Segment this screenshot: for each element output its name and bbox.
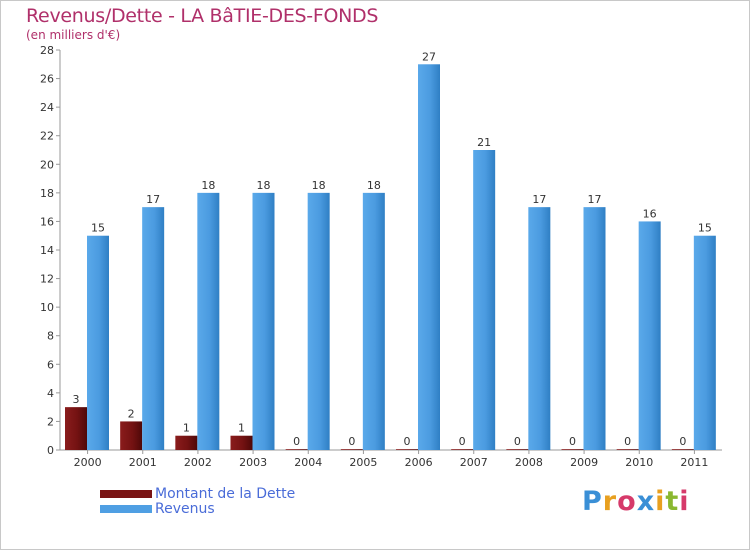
chart-subtitle: (en milliers d'€): [26, 28, 121, 42]
data-label-debt: 0: [679, 435, 686, 448]
logo-letter: r: [602, 486, 618, 517]
y-tick-label: 26: [40, 73, 54, 86]
data-label-debt: 0: [514, 435, 521, 448]
data-label-debt: 0: [404, 435, 411, 448]
x-tick-label: 2008: [515, 456, 543, 469]
data-label-revenue: 18: [312, 179, 326, 192]
x-tick-label: 2004: [294, 456, 322, 469]
bar-revenue: [307, 192, 330, 450]
bar-debt: [671, 449, 694, 450]
data-label-revenue: 18: [367, 179, 381, 192]
x-tick-label: 2009: [570, 456, 598, 469]
y-tick-label: 12: [40, 273, 54, 286]
x-tick-label: 2003: [239, 456, 267, 469]
data-label-debt: 3: [73, 393, 80, 406]
data-label-debt: 0: [569, 435, 576, 448]
y-tick-label: 18: [40, 187, 54, 200]
legend-label-debt: Montant de la Dette: [155, 486, 296, 502]
legend-label-revenue: Revenus: [155, 501, 215, 517]
bar-revenue: [473, 150, 496, 450]
bar-debt: [616, 449, 639, 450]
legend-swatch-revenue: [100, 505, 152, 513]
bar-debt: [396, 449, 418, 450]
bar-revenue: [638, 221, 661, 450]
bar-debt: [340, 449, 363, 450]
data-label-revenue: 17: [146, 193, 160, 206]
data-label-revenue: 15: [91, 222, 105, 235]
y-tick-label: 22: [40, 130, 54, 143]
value-labels: 3 15 2 17 1 18 1 18 0 18 0 18 0 27 0 21 0 17 0 17 0 16 0 15: [73, 50, 712, 448]
y-tick-label: 24: [40, 101, 54, 114]
logo-letter: o: [617, 486, 637, 517]
data-label-revenue: 27: [422, 50, 436, 63]
proxiti-logo: Proxiti: [582, 486, 690, 517]
data-label-revenue: 18: [257, 179, 271, 192]
data-label-debt: 0: [293, 435, 300, 448]
bar-revenue: [362, 192, 385, 450]
bar-revenue: [197, 192, 220, 450]
x-tick-label: 2007: [460, 456, 488, 469]
data-label-debt: 1: [183, 422, 190, 435]
legend-swatch-debt: [100, 490, 152, 498]
data-label-debt: 0: [348, 435, 355, 448]
bar-revenue: [142, 207, 165, 450]
logo-letter: i: [679, 486, 690, 517]
bar-revenue: [252, 192, 275, 450]
bar-revenue: [528, 207, 551, 450]
data-label-debt: 2: [128, 407, 135, 420]
bar-revenue: [693, 235, 716, 450]
chart-title: Revenus/Dette - LA BâTIE-DES-FONDS: [26, 5, 379, 27]
x-tick-label: 2005: [349, 456, 377, 469]
data-label-revenue: 16: [643, 207, 657, 220]
bar-debt: [230, 435, 253, 450]
y-tick-label: 4: [47, 387, 54, 400]
x-tick-label: 2006: [405, 456, 433, 469]
data-label-debt: 0: [624, 435, 631, 448]
data-label-debt: 1: [238, 422, 245, 435]
logo-letter: i: [655, 486, 666, 517]
y-tick-label: 28: [40, 44, 54, 57]
x-tick-label: 2011: [680, 456, 708, 469]
data-label-revenue: 17: [532, 193, 546, 206]
y-tick-label: 2: [47, 415, 54, 428]
bar-revenue: [583, 207, 606, 450]
bar-debt: [175, 435, 198, 450]
y-tick-label: 10: [40, 301, 54, 314]
y-tick-label: 6: [47, 358, 54, 371]
bar-debt: [506, 449, 529, 450]
x-tick-label: 2010: [625, 456, 653, 469]
logo-letter: P: [582, 486, 603, 517]
data-label-revenue: 21: [477, 136, 491, 149]
data-label-debt: 0: [459, 435, 466, 448]
data-label-revenue: 17: [588, 193, 602, 206]
data-label-revenue: 15: [698, 222, 712, 235]
y-tick-label: 20: [40, 158, 54, 171]
x-tick-label: 2001: [129, 456, 157, 469]
x-tick-label: 2002: [184, 456, 212, 469]
bar-debt: [561, 449, 584, 450]
bar-debt: [451, 449, 474, 450]
bars: [65, 64, 716, 451]
data-label-revenue: 18: [201, 179, 215, 192]
y-tick-label: 16: [40, 215, 54, 228]
y-tick-label: 14: [40, 244, 54, 257]
x-tick-label: 2000: [74, 456, 102, 469]
y-tick-label: 8: [47, 330, 54, 343]
bar-debt: [120, 421, 143, 450]
bar-revenue: [418, 64, 440, 451]
bar-debt: [285, 449, 308, 450]
bar-revenue: [87, 235, 109, 450]
y-tick-label: 0: [47, 444, 54, 457]
logo-letter: x: [636, 486, 656, 517]
bar-debt: [65, 407, 87, 450]
logo-letter: t: [665, 486, 680, 517]
